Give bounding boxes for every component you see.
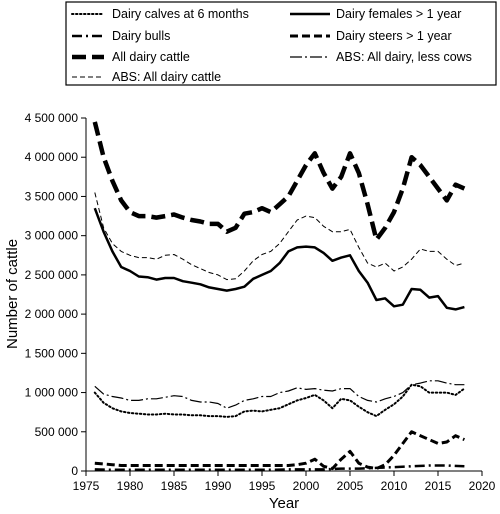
legend-label-females: Dairy females > 1 year [336,7,461,21]
legend-label-bulls: Dairy bulls [112,29,170,43]
y-axis-title: Number of cattle [4,239,21,349]
series-line-dairy-calves-at-6-months [93,383,466,418]
x-tick-label: 1980 [117,479,144,493]
x-tick-label: 2000 [293,479,320,493]
y-tick-label: 4 000 000 [25,150,79,164]
x-tick-label: 2020 [469,479,496,493]
legend-label-all-dairy: All dairy cattle [112,50,190,64]
y-tick-label: 1 500 000 [25,346,79,360]
y-tick-label: 3 000 000 [25,229,79,243]
series-line-dairy-females-1-year [93,207,465,311]
series-layer [92,121,466,472]
axes [85,118,482,472]
legend-label-steers: Dairy steers > 1 year [336,29,452,43]
y-tick-label: 0 [71,464,78,478]
legend-label-calves: Dairy calves at 6 months [112,7,249,21]
x-tick-label: 1995 [249,479,276,493]
y-tick-label: 3 500 000 [25,189,79,203]
y-tick-label: 500 000 [35,425,79,439]
x-tick-label: 2015 [425,479,452,493]
x-tick-label: 1975 [73,479,100,493]
series-line-dairy-bulls [94,464,465,472]
series-line-all-dairy-cattle [92,121,466,242]
legend-label-abs-less-cows: ABS: All dairy, less cows [336,50,472,64]
legend: Dairy calves at 6 months Dairy females >… [65,1,497,86]
y-tick-label: 2 500 000 [25,268,79,282]
x-tick-label: 2010 [381,479,408,493]
y-tick-label: 2 000 000 [25,307,79,321]
series-line-dairy-steers-1-year [94,430,466,471]
y-tick-label: 1 000 000 [25,386,79,400]
legend-label-abs-all-dairy: ABS: All dairy cattle [112,70,221,84]
x-axis-ticks: 1975 1980 1985 1990 1995 2000 2005 2010 2015 2020 [73,471,496,493]
y-tick-label: 4 500 000 [25,111,79,125]
legend-frame [65,1,497,86]
y-axis-ticks: 0 500 000 1 000 000 1 500 000 2 000 000 2 500… [25,111,86,478]
x-tick-label: 2005 [337,479,364,493]
series-line-abs-all-dairy-less-cows [94,380,465,409]
x-axis-title: Year [269,495,299,512]
x-tick-label: 1985 [161,479,188,493]
x-tick-label: 1990 [205,479,232,493]
